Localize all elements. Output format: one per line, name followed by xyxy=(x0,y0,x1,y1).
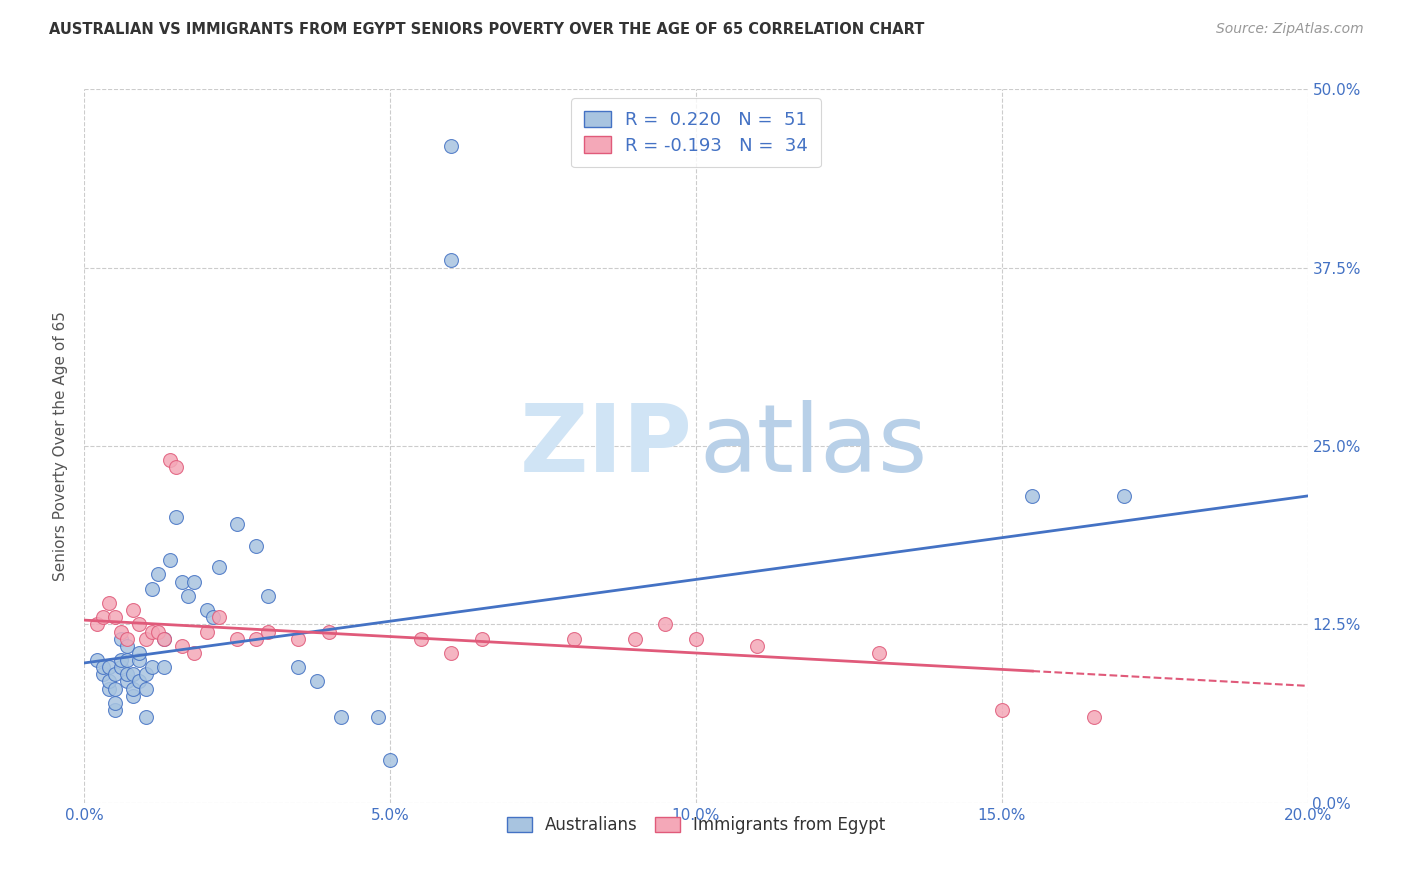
Point xyxy=(195,624,218,639)
Point xyxy=(440,646,463,660)
Point xyxy=(172,574,194,589)
Point xyxy=(287,632,309,646)
Point xyxy=(104,681,127,696)
Point xyxy=(104,610,127,624)
Point xyxy=(110,660,132,674)
Point xyxy=(869,646,891,660)
Point xyxy=(747,639,769,653)
Point xyxy=(115,639,138,653)
Point xyxy=(115,632,138,646)
Point xyxy=(177,589,200,603)
Point xyxy=(226,632,249,646)
Point xyxy=(128,617,150,632)
Point xyxy=(159,453,181,467)
Point xyxy=(135,710,157,724)
Point xyxy=(91,610,114,624)
Point xyxy=(367,710,389,724)
Point xyxy=(122,603,145,617)
Point xyxy=(115,674,138,689)
Text: atlas: atlas xyxy=(700,400,928,492)
Point xyxy=(159,553,181,567)
Point xyxy=(153,632,176,646)
Point xyxy=(153,632,176,646)
Point xyxy=(97,681,120,696)
Point xyxy=(195,603,218,617)
Point xyxy=(146,624,169,639)
Point xyxy=(91,660,114,674)
Point xyxy=(122,681,145,696)
Point xyxy=(330,710,353,724)
Point xyxy=(135,632,157,646)
Point xyxy=(183,574,205,589)
Point xyxy=(624,632,647,646)
Point xyxy=(562,632,585,646)
Point xyxy=(226,517,249,532)
Point xyxy=(97,674,120,689)
Point xyxy=(257,624,280,639)
Text: Source: ZipAtlas.com: Source: ZipAtlas.com xyxy=(1216,22,1364,37)
Point xyxy=(257,589,280,603)
Point xyxy=(201,610,224,624)
Point xyxy=(115,667,138,681)
Point xyxy=(208,610,231,624)
Point xyxy=(245,539,267,553)
Point xyxy=(135,667,157,681)
Point xyxy=(104,703,127,717)
Y-axis label: Seniors Poverty Over the Age of 65: Seniors Poverty Over the Age of 65 xyxy=(53,311,69,581)
Point xyxy=(654,617,676,632)
Point xyxy=(141,660,163,674)
Point xyxy=(146,567,169,582)
Point xyxy=(141,624,163,639)
Point xyxy=(153,660,176,674)
Point xyxy=(104,667,127,681)
Point xyxy=(440,139,463,153)
Point xyxy=(208,560,231,574)
Point xyxy=(991,703,1014,717)
Point xyxy=(165,510,187,524)
Point xyxy=(287,660,309,674)
Point xyxy=(409,632,432,646)
Point xyxy=(305,674,328,689)
Text: AUSTRALIAN VS IMMIGRANTS FROM EGYPT SENIORS POVERTY OVER THE AGE OF 65 CORRELATI: AUSTRALIAN VS IMMIGRANTS FROM EGYPT SENI… xyxy=(49,22,925,37)
Point xyxy=(122,689,145,703)
Point xyxy=(110,624,132,639)
Point xyxy=(122,667,145,681)
Point xyxy=(141,582,163,596)
Point xyxy=(245,632,267,646)
Point xyxy=(97,596,120,610)
Point xyxy=(183,646,205,660)
Point xyxy=(91,667,114,681)
Point xyxy=(110,653,132,667)
Point xyxy=(104,696,127,710)
Point xyxy=(128,646,150,660)
Point xyxy=(471,632,494,646)
Point xyxy=(97,660,120,674)
Point xyxy=(135,681,157,696)
Point xyxy=(110,632,132,646)
Point xyxy=(318,624,340,639)
Point xyxy=(128,674,150,689)
Point xyxy=(128,653,150,667)
Point xyxy=(1114,489,1136,503)
Point xyxy=(86,617,108,632)
Point xyxy=(685,632,707,646)
Point xyxy=(440,253,463,268)
Point xyxy=(380,753,402,767)
Point xyxy=(172,639,194,653)
Point xyxy=(115,653,138,667)
Point xyxy=(1021,489,1043,503)
Text: ZIP: ZIP xyxy=(519,400,692,492)
Point xyxy=(165,460,187,475)
Point xyxy=(86,653,108,667)
Legend: Australians, Immigrants from Egypt: Australians, Immigrants from Egypt xyxy=(501,810,891,841)
Point xyxy=(1083,710,1105,724)
